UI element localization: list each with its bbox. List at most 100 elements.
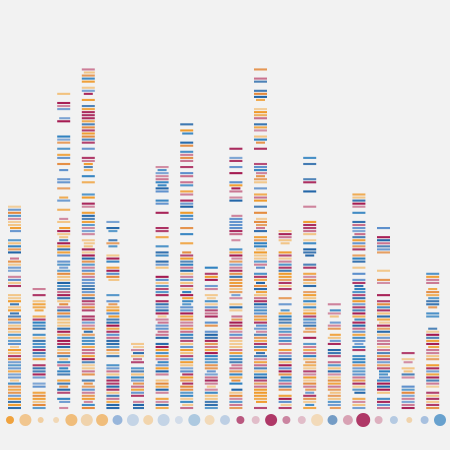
- bar-stripe: [352, 376, 366, 379]
- bar-stripe: [254, 297, 267, 300]
- bar-stripe: [254, 333, 267, 336]
- bar-stripe: [180, 242, 194, 245]
- bar-stripe: [180, 355, 194, 358]
- bar-stripe: [327, 327, 341, 330]
- bar-stripe: [377, 318, 390, 321]
- bar-stripe: [254, 312, 267, 315]
- bar-stripe: [229, 394, 243, 397]
- bar-stripe: [32, 397, 46, 400]
- bar-stripe: [204, 382, 218, 385]
- bar-stripe: [229, 355, 243, 358]
- bar-stripe: [303, 230, 317, 233]
- bar-stripe: [155, 263, 169, 266]
- bar-stripe: [229, 230, 243, 233]
- bar-stripe: [8, 211, 21, 214]
- bar-stripe: [327, 336, 341, 339]
- bar-stripe: [327, 382, 341, 385]
- bar-stripe: [106, 336, 120, 339]
- bar-stripe: [280, 403, 292, 406]
- bar-stripe: [254, 166, 267, 169]
- bar-stripe: [254, 288, 267, 291]
- bar-stripe: [303, 190, 317, 193]
- bar-stripe: [83, 166, 93, 169]
- bar-stripe: [254, 303, 267, 306]
- bar-stripe: [8, 333, 21, 336]
- bar-stripe: [329, 391, 341, 394]
- bar-stripe: [180, 227, 194, 230]
- footer-marker: [37, 417, 44, 423]
- bar-stripe: [133, 403, 144, 406]
- bar-stripe: [204, 288, 218, 291]
- bar-stripe: [204, 278, 218, 281]
- bar-stripe: [81, 266, 95, 269]
- bar-stripe: [155, 324, 169, 327]
- bar-stripe: [10, 230, 21, 233]
- bar-stripe: [377, 342, 390, 345]
- bar-stripe: [206, 297, 216, 300]
- bar-stripe: [204, 373, 218, 376]
- bar-stripe: [352, 254, 366, 257]
- bar-stripe: [155, 294, 169, 297]
- bar-stripe: [8, 208, 21, 211]
- bar-stripe: [32, 364, 46, 367]
- bar-3: [57, 92, 71, 410]
- bar-stripe: [81, 309, 95, 312]
- bar-stripe: [133, 352, 144, 355]
- bar-stripe: [180, 312, 194, 315]
- bar-stripe: [352, 223, 366, 227]
- bar-stripe: [352, 260, 366, 263]
- bar-stripe: [229, 306, 243, 309]
- bar-stripe: [229, 397, 243, 400]
- bar-stripe: [254, 77, 267, 80]
- bar-stripe: [131, 376, 144, 379]
- bar-stripe: [180, 324, 194, 327]
- bar-stripe: [327, 394, 341, 397]
- bar-stripe: [57, 245, 71, 248]
- bar-stripe: [254, 385, 267, 388]
- bar-stripe: [377, 245, 390, 248]
- bar-stripe: [303, 233, 317, 236]
- bar-stripe: [377, 358, 390, 361]
- bar-stripe: [81, 361, 95, 364]
- bar-stripe: [81, 385, 95, 388]
- bar-stripe: [81, 388, 95, 391]
- bar-12: [278, 230, 292, 410]
- bar-stripe: [180, 352, 194, 355]
- bar-stripe: [426, 339, 440, 342]
- bar-stripe: [352, 379, 366, 382]
- bar-stripe: [352, 300, 366, 303]
- bar-stripe: [81, 135, 95, 138]
- bar-stripe: [8, 400, 21, 403]
- bar-stripe: [59, 239, 69, 242]
- bar-stripe: [57, 181, 71, 184]
- bar-stripe: [352, 257, 366, 260]
- bar-stripe: [278, 318, 292, 321]
- bar-stripe: [352, 364, 366, 367]
- footer-marker: [19, 414, 32, 426]
- bar-stripe: [278, 361, 292, 364]
- bar-stripe: [180, 181, 194, 184]
- bar-stripe: [81, 288, 95, 291]
- bar-stripe: [81, 108, 95, 111]
- bar-stripe: [352, 355, 366, 358]
- bar-stripe: [155, 275, 169, 278]
- bar-stripe: [352, 339, 366, 342]
- bar-stripe: [8, 309, 21, 312]
- bar-stripe: [81, 355, 95, 358]
- bar-stripe: [32, 385, 46, 388]
- bar-stripe: [377, 236, 390, 239]
- bar-stripe: [354, 391, 366, 394]
- bar-stripe: [81, 373, 95, 376]
- bar-stripe: [377, 403, 390, 406]
- bar-stripe: [204, 303, 218, 306]
- bar-stripe: [180, 364, 194, 367]
- bar-stripe: [254, 111, 267, 114]
- bar-stripe: [352, 272, 366, 275]
- bar-stripe: [254, 397, 267, 400]
- bar-stripe: [352, 248, 366, 251]
- bar-stripe: [327, 342, 341, 345]
- bar-stripe: [204, 394, 218, 397]
- bar-stripe: [352, 245, 366, 248]
- bar-stripe: [303, 300, 317, 303]
- bar-stripe: [155, 254, 169, 257]
